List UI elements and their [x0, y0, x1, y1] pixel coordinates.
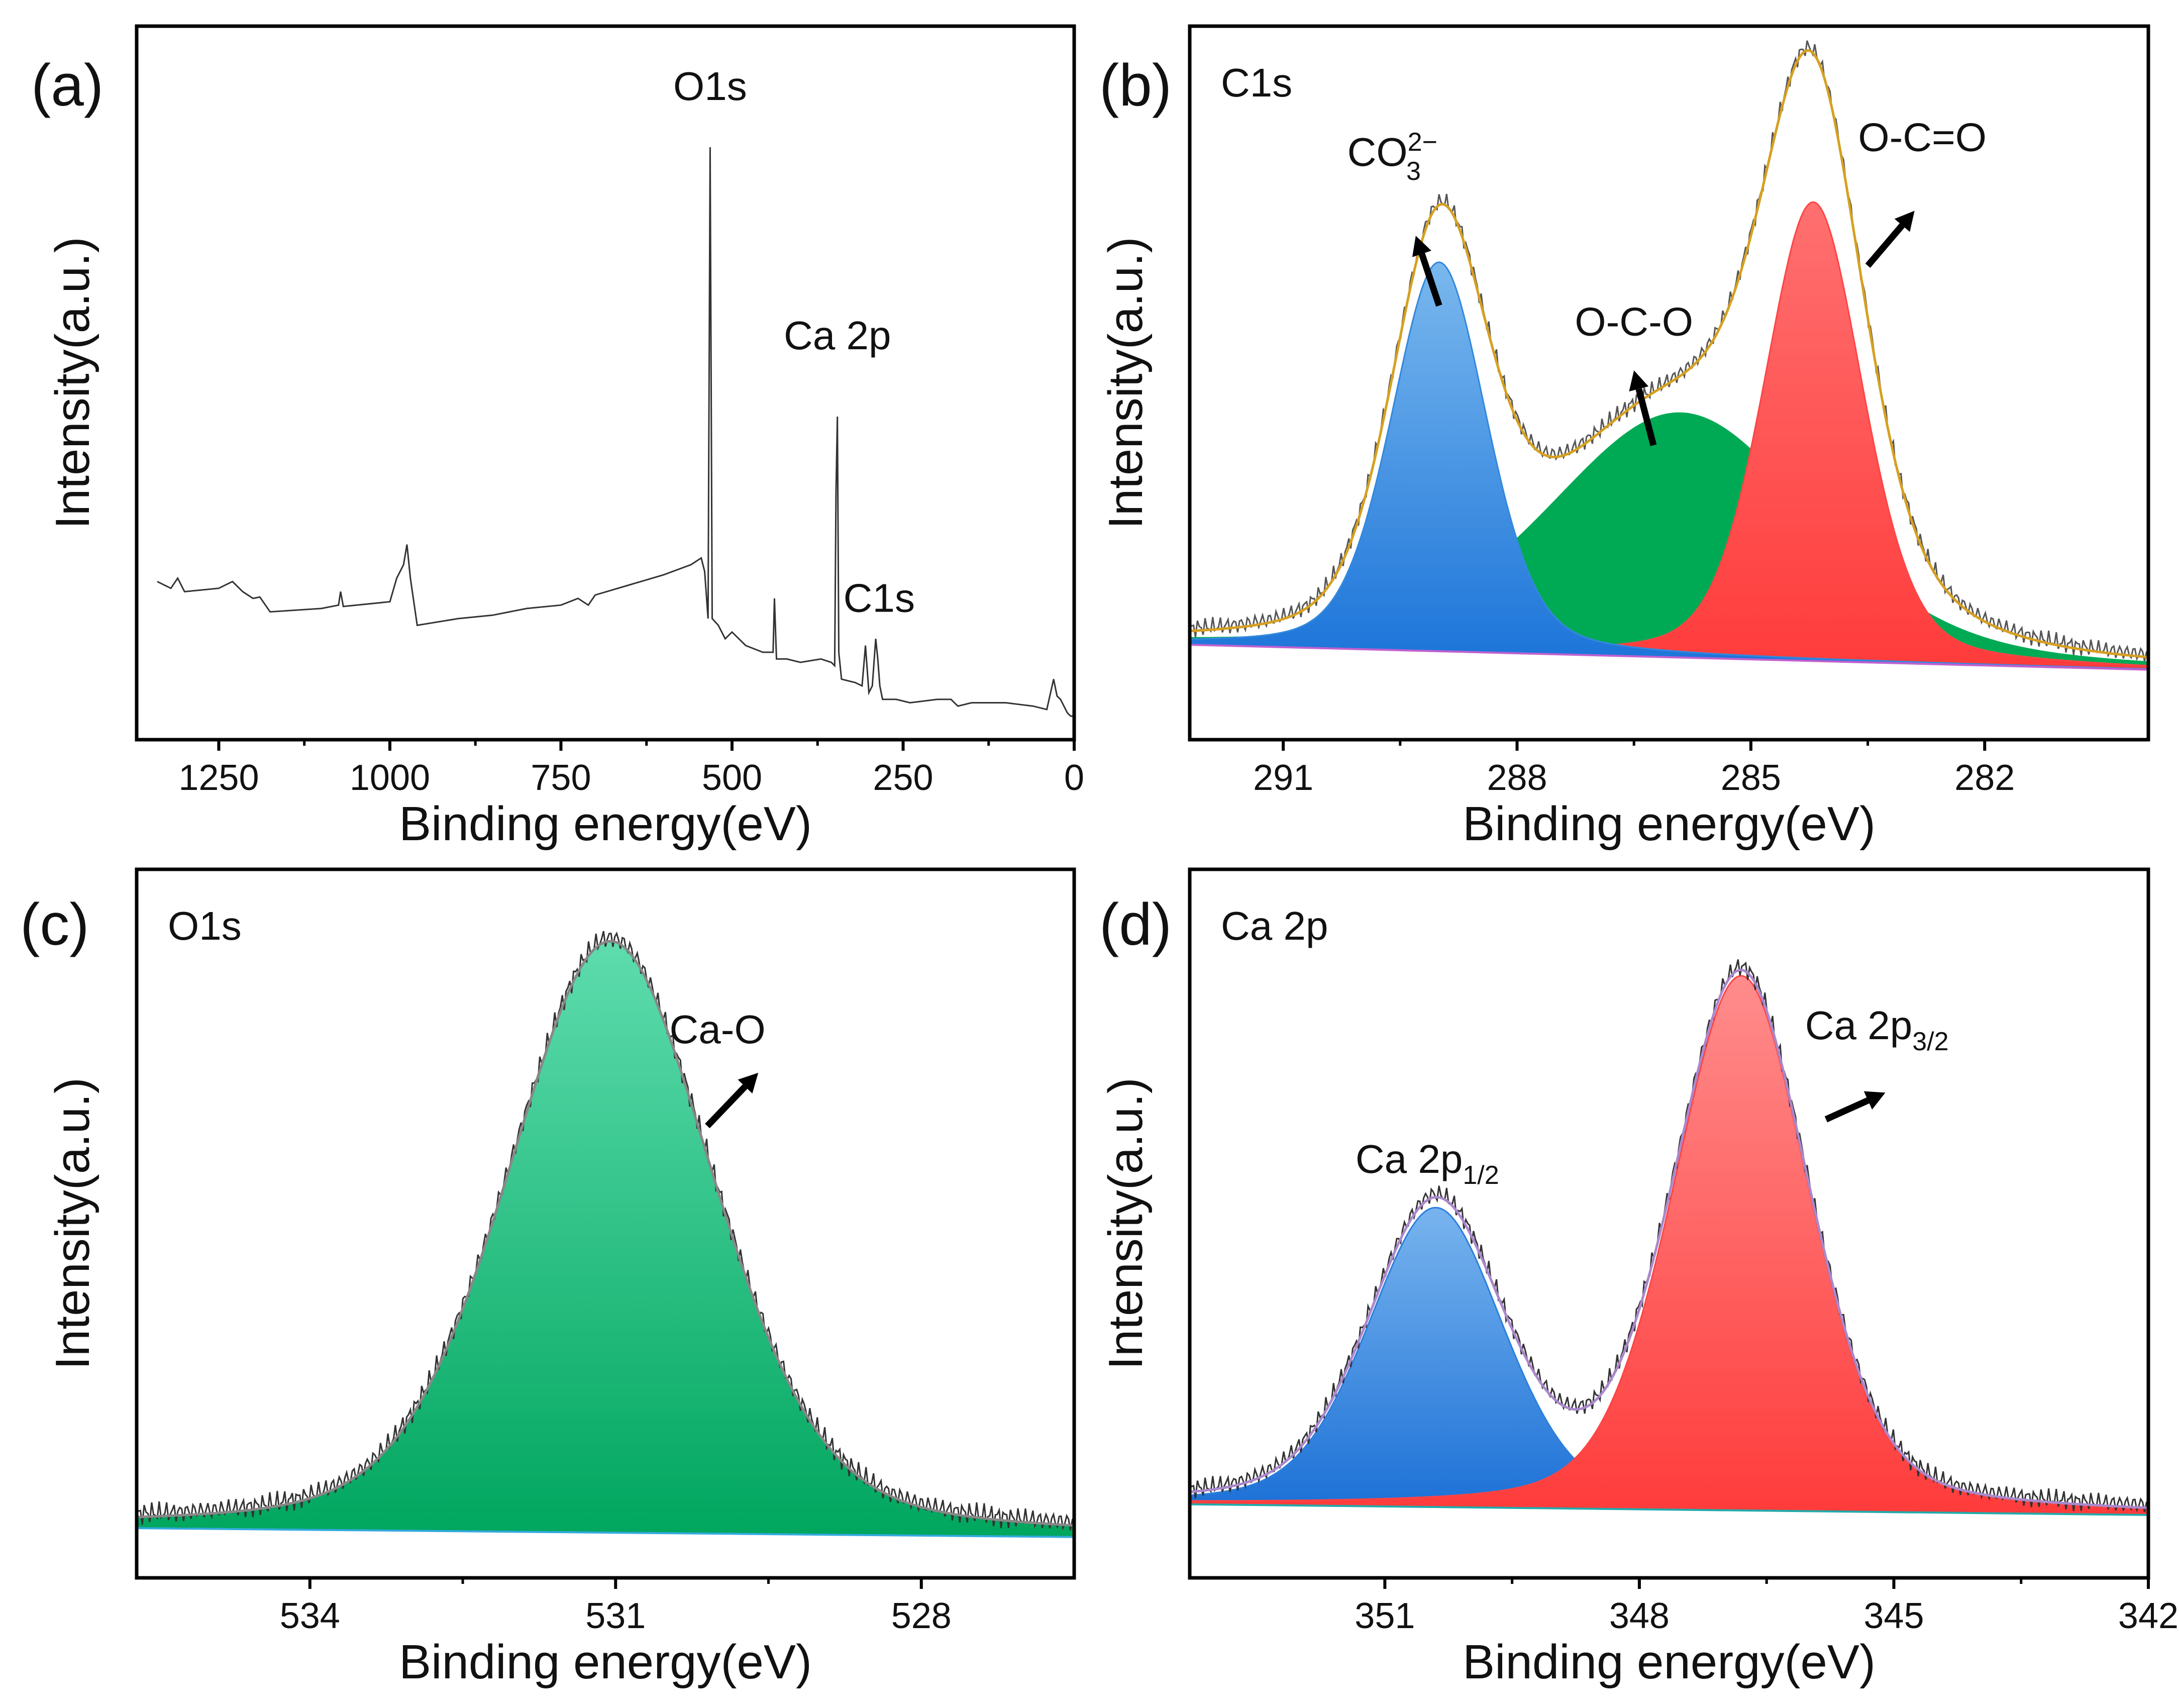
x-tick-label: 348: [1609, 1596, 1670, 1636]
plot-frame: [135, 24, 1076, 742]
x-tick-label: 0: [1064, 758, 1084, 798]
survey-spectrum-line: [157, 147, 1074, 717]
x-tick-label: 342: [2118, 1596, 2178, 1636]
x-tick-label: 250: [873, 758, 933, 798]
x-tick-label: 750: [531, 758, 591, 798]
x-tick-label: 291: [1253, 758, 1313, 798]
panel-b: 291 288 285 282 Binding energy(eV) Intensity(…: [1099, 24, 2150, 851]
panel-title: C1s: [1221, 60, 1292, 105]
x-tick-label: 282: [1954, 758, 2015, 798]
arrow-shaft: [705, 1084, 748, 1129]
arrow-shaft: [1635, 388, 1657, 446]
peak-annotation: O-C-O: [1575, 299, 1693, 344]
x-tick-label: 1250: [178, 758, 259, 798]
peak-annotation: O1s: [673, 64, 747, 109]
x-tick-label: 345: [1863, 1596, 1924, 1636]
arrow-head: [1412, 236, 1431, 257]
arrow-head: [738, 1072, 759, 1094]
x-tick-label: 351: [1355, 1596, 1415, 1636]
y-axis-title: Intensity(a.u.): [46, 1077, 99, 1370]
peak-area-ca-o: [136, 940, 1075, 1538]
raw-spectrum-line: [136, 931, 1075, 1531]
panel-label: (c): [20, 891, 89, 958]
panel-d: 351 348 345 342 Binding energy(eV) Intensity(…: [1099, 867, 2178, 1689]
x-tick-label: 528: [891, 1596, 952, 1636]
arrow-head: [1894, 211, 1915, 232]
panel-a: 1250 1000 750 500 250 0 Binding energy(eV) Inte…: [31, 24, 1084, 851]
peak-annotation: CO2− 3: [1347, 128, 1437, 186]
fit-envelope-line: [1189, 968, 2149, 1510]
panel-c: 534 531 528 Binding energy(eV) Intensity(a.u…: [20, 867, 1076, 1689]
fit-envelope-line: [1189, 49, 2149, 659]
x-axis-title: Binding energy(eV): [1463, 1635, 1876, 1689]
panel-label: (b): [1099, 52, 1172, 119]
x-tick-label: 1000: [350, 758, 430, 798]
x-tick-label: 288: [1487, 758, 1547, 798]
arrow-head: [1863, 1091, 1886, 1110]
peak-annotation: C1s: [844, 576, 915, 621]
panel-label: (a): [31, 52, 103, 119]
x-axis-title: Binding energy(eV): [1463, 797, 1876, 851]
peak-annotation: Ca-O: [670, 1007, 766, 1052]
x-tick-label: 285: [1721, 758, 1781, 798]
peak-annotation: Ca 2p: [784, 313, 891, 358]
background-line: [1189, 1503, 2149, 1516]
y-axis-title: Intensity(a.u.): [1099, 237, 1153, 529]
x-tick-label: 531: [585, 1596, 646, 1636]
peak-annotation: Ca 2p1/2: [1356, 1137, 1499, 1190]
x-tick-label: 500: [702, 758, 762, 798]
background-line: [1189, 644, 2149, 671]
y-axis-title: Intensity(a.u.): [1099, 1077, 1153, 1370]
arrow-shaft: [1865, 223, 1905, 268]
peak-annotation: O-C=O: [1858, 115, 1987, 159]
background-line: [136, 1527, 1075, 1538]
plot-frame: [1188, 867, 2150, 1580]
arrow-shaft: [1418, 253, 1442, 307]
plot-frame: [135, 867, 1076, 1580]
plot-frame: [1188, 24, 2150, 742]
arrow-head: [1629, 370, 1649, 391]
y-axis-title: Intensity(a.u.): [46, 237, 99, 529]
panel-title: Ca 2p: [1221, 903, 1328, 948]
x-axis-title: Binding energy(eV): [399, 1635, 812, 1689]
arrow-shaft: [1824, 1097, 1870, 1123]
x-axis-title: Binding energy(eV): [399, 797, 812, 851]
panel-title: O1s: [168, 903, 242, 948]
peak-annotation: Ca 2p3/2: [1805, 1003, 1949, 1056]
panel-label: (d): [1099, 891, 1172, 958]
fit-envelope-line: [136, 940, 1075, 1527]
x-tick-label: 534: [280, 1596, 340, 1636]
